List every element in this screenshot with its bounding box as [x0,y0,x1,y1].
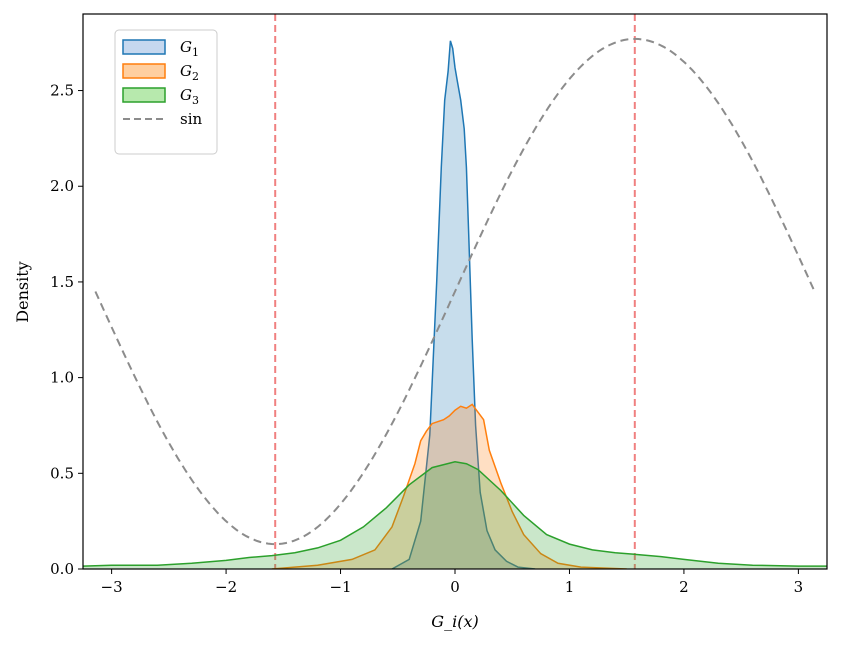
x-axis: −3 −2 −1 0 1 2 3 [101,569,804,596]
y-axis-title: Density [13,261,32,322]
legend: G1 G2 G3 sin [114,29,218,155]
legend-label: G2 [180,62,199,83]
reference-lines [274,14,636,569]
y-tick-label: 2.5 [50,82,74,100]
sin-layer [94,37,816,546]
legend-label: G3 [180,86,199,107]
y-tick-label: 0.0 [50,560,74,578]
legend-label: G1 [180,38,199,59]
x-tick-label: 0 [450,578,460,596]
x-tick-label: −2 [215,578,237,596]
x-tick-label: −3 [101,578,123,596]
x-axis-title: G_i(x) [431,612,478,631]
series-line-g2 [271,403,627,569]
series-area-g1 [392,40,536,569]
series-line-sin [94,37,816,546]
series-line-g1 [391,40,536,569]
series-area-g2 [271,404,627,569]
series-layer [83,40,827,569]
legend-swatch [122,39,166,55]
x-tick-label: −1 [329,578,351,596]
y-tick-label: 2.0 [50,177,74,195]
legend-swatch [122,87,166,103]
y-axis: 0.0 0.5 1.0 1.5 2.0 2.5 [50,82,83,578]
legend-box [114,29,218,155]
x-tick-label: 1 [565,578,575,596]
legend-label: sin [180,110,202,128]
y-tick-label: 1.0 [50,369,74,387]
x-tick-label: 3 [794,578,804,596]
series-line-g3 [83,461,827,567]
y-tick-label: 1.5 [50,273,74,291]
legend-swatch [122,63,166,79]
x-tick-label: 2 [679,578,689,596]
y-tick-label: 0.5 [50,464,74,482]
series-area-g3 [83,461,827,569]
